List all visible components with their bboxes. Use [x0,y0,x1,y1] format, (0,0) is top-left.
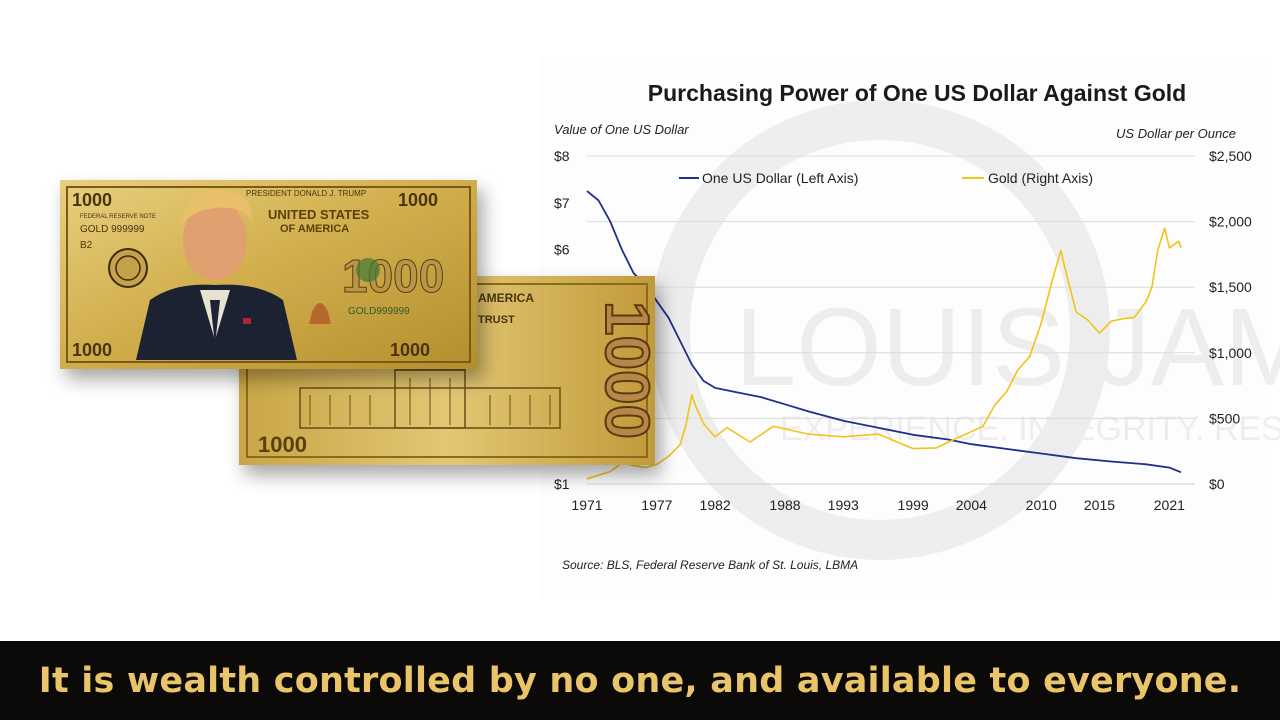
x-tick-label: 1999 [898,497,929,513]
source-note: Source: BLS, Federal Reserve Bank of St.… [562,558,858,572]
treasury-seal-icon [356,258,380,282]
right-tick-label: $2,500 [1209,148,1252,164]
chart-title: Purchasing Power of One US Dollar Agains… [648,80,1186,106]
legend: One US Dollar (Left Axis) Gold (Right Ax… [679,170,1093,186]
series-line-gold [586,227,1182,480]
building-engraving [299,351,561,429]
caption-banner: It is wealth controlled by no one, and a… [0,641,1280,720]
front-bill: 1000 1000 1000 1000 PRESIDENT DONALD J. … [60,180,477,369]
front-bill-border [66,186,471,363]
x-axis-ticks: 1971 1977 1982 1988 1993 1999 2004 2010 2015 2021 [571,497,1185,513]
x-tick-label: 2015 [1084,497,1115,513]
caption-text: It is wealth controlled by no one, and a… [38,660,1242,701]
front-bill-issuer-line: PRESIDENT DONALD J. TRUMP [246,189,366,198]
back-bill-corner-denomination: 1000 [258,432,307,457]
legend-label-dollar: One US Dollar (Left Axis) [702,170,858,186]
chart-panel [540,58,1266,598]
left-tick-label: $7 [554,195,570,211]
portrait-image [136,189,297,360]
front-bill-reserve-label: FEDERAL RESERVE NOTE [80,214,156,220]
right-tick-label: $500 [1209,410,1240,426]
back-bill-vertical-denomination: 1000 [592,301,661,439]
x-tick-label: 2021 [1154,497,1185,513]
front-bill-corner-top-left: 1000 [72,190,112,210]
x-tick-label: 2004 [956,497,987,513]
right-axis-label: US Dollar per Ounce [1116,126,1236,141]
watermark-tagline: EXPERIENCE. INTEGRITY. RESULTS. [780,410,1280,448]
front-bill-corner-bottom-left: 1000 [72,340,112,360]
front-bill-country-line2: OF AMERICA [280,223,349,235]
bell-icon [309,303,331,324]
left-tick-label: $6 [554,242,570,258]
front-bill-country-line1: UNITED STATES [268,207,370,222]
left-axis-ticks: $1 $6 $7 $8 [554,148,570,492]
front-bill-corner-top-right: 1000 [398,190,438,210]
legend-label-gold: Gold (Right Axis) [988,170,1093,186]
right-tick-label: $1,500 [1209,279,1252,295]
x-tick-label: 2010 [1026,497,1057,513]
front-bill-serial-left: GOLD 999999 [80,224,145,235]
back-bill-motto: TRUST [478,314,515,326]
back-bill-top-text: AMERICA [478,291,534,305]
x-tick-label: 1977 [641,497,672,513]
left-tick-label: $1 [554,476,570,492]
right-axis-ticks: $0 $500 $1,000 $1,500 $2,000 $2,500 [1209,148,1252,492]
left-tick-label: $8 [554,148,570,164]
right-tick-label: $1,000 [1209,345,1252,361]
x-tick-label: 1988 [769,497,800,513]
left-axis-label: Value of One US Dollar [554,122,689,137]
front-bill-series-code: B2 [80,240,93,251]
right-tick-label: $2,000 [1209,214,1252,230]
x-tick-label: 1982 [700,497,731,513]
seal-icon [108,248,148,288]
x-tick-label: 1971 [571,497,602,513]
x-tick-label: 1993 [828,497,859,513]
front-bill-serial-right: GOLD999999 [348,306,410,317]
front-bill-corner-bottom-right: 1000 [390,340,430,360]
right-tick-label: $0 [1209,476,1225,492]
front-bill-large-denomination: 1000 [342,250,444,302]
